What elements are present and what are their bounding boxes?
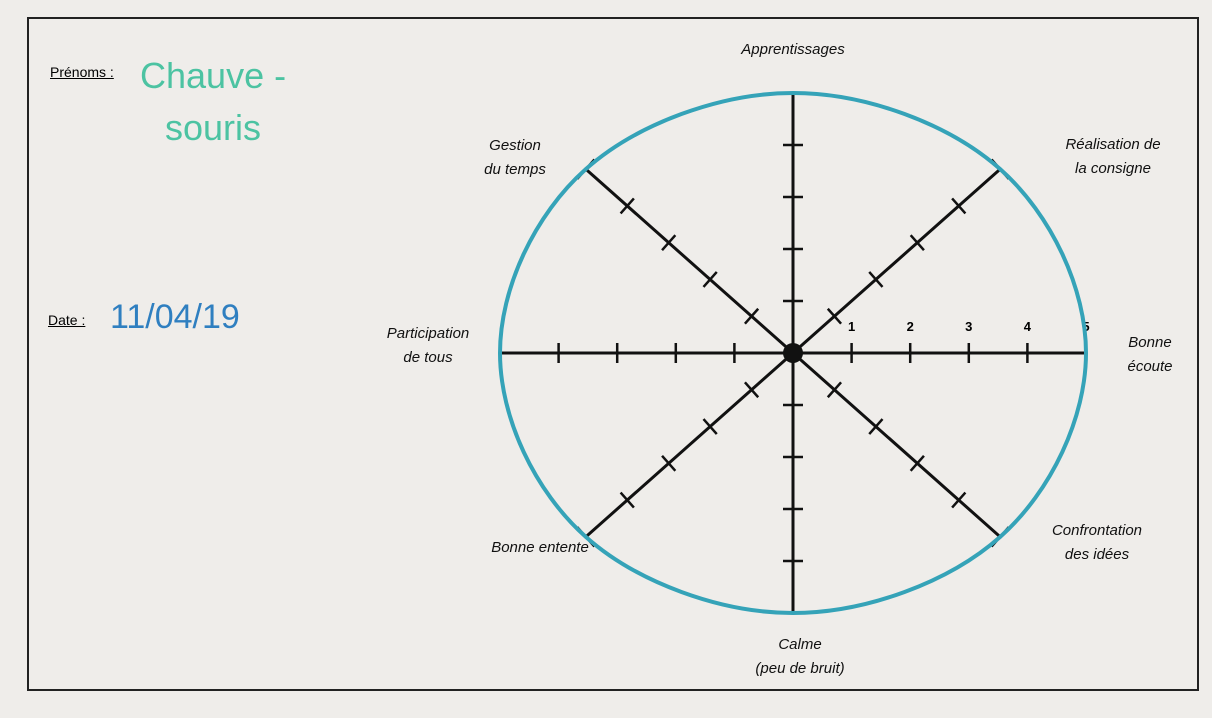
tick-label: 2 [907,319,914,334]
tick-mark [868,418,884,435]
category-label: Bonne écoute [1127,334,1173,375]
tick-mark [702,418,718,435]
tick-mark [743,381,760,399]
tick-mark [951,491,967,509]
axis-line [584,351,794,538]
category-label: Calme (peu de bruit) [755,636,845,677]
tick-mark [951,197,967,215]
tick-mark [619,197,635,215]
tick-mark [661,454,677,472]
name-label-text: Prénoms : [50,64,114,80]
tick-mark [868,271,884,288]
category-label: Réalisation de la consigne [1065,136,1161,177]
axis-line [792,351,1002,538]
category-label: Gestion du temps [484,137,546,178]
category-label: Apprentissages [741,41,845,58]
tick-mark [619,491,635,509]
name: Chauve - souris [140,55,287,148]
center-dot [783,343,803,363]
tick-mark [909,454,925,472]
tick-label: 4 [1024,319,1032,334]
value-outline [498,91,1088,615]
tick-mark [661,234,677,252]
axis-line [792,168,1002,355]
category-label: Bonne entente [491,539,589,556]
tick-mark [909,234,925,252]
tick-mark [743,307,760,325]
name-label: Prénoms : [50,64,114,80]
date: 11/04/19 [110,298,240,336]
category-label: Confrontation des idées [1051,522,1143,563]
date-label: Date : [48,312,86,328]
category-label: Participation de tous [386,325,470,366]
tick-mark [826,381,843,399]
tick-label: 3 [965,319,972,334]
frame [27,17,1199,691]
tick-label: 1 [848,319,855,334]
tick-mark [826,307,843,325]
axis-line [584,168,794,355]
tick-mark [702,271,718,288]
